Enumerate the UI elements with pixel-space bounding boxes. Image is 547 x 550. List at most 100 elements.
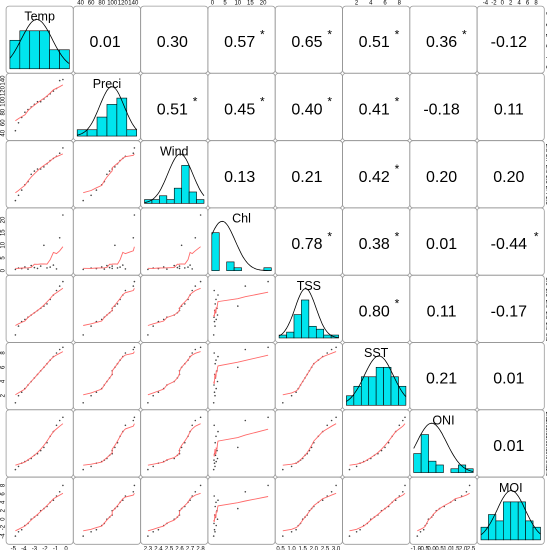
scatter-point [387, 441, 390, 444]
panel-sst-tss [274, 342, 343, 411]
smooth-line [213, 354, 269, 384]
smooth-line [147, 492, 201, 532]
histogram-bar [323, 334, 332, 339]
scatter-point [147, 402, 149, 404]
scatter-point [290, 531, 293, 533]
scatter-point [14, 468, 17, 471]
panel-frame [73, 342, 141, 411]
histogram-bar [233, 267, 242, 271]
tick-label: -1.0 [544, 466, 547, 477]
scatter-point [157, 528, 160, 531]
scatter-point [58, 285, 61, 287]
panel-chl-tss: 0.78 * [274, 207, 343, 276]
scatter-point [58, 348, 61, 351]
panel-wind-sst: 0.42 * [342, 140, 411, 209]
smooth-line [147, 423, 201, 466]
scatter-point [212, 334, 215, 336]
panel-chl-wind [140, 207, 209, 276]
scatter-point [215, 298, 217, 301]
scatter-point [62, 280, 64, 283]
tick-label: 15 [247, 1, 254, 7]
tick-label: 2.7 [544, 154, 547, 163]
variable-label-wind: Wind [160, 144, 189, 158]
scatter-point [244, 285, 247, 287]
scatter-point [27, 268, 29, 270]
panel-frame [140, 476, 209, 545]
density-curve [480, 490, 541, 536]
correlation-value: -0.18 [423, 102, 460, 119]
scatter-point [267, 346, 269, 349]
scatter-point [103, 268, 106, 270]
tick-label: 1.5 [299, 546, 308, 550]
correlation-value: -0.12 [491, 34, 528, 51]
scatter-point [282, 468, 284, 471]
scatter-point [62, 346, 64, 349]
scatter-point [335, 484, 337, 487]
scatter-point [24, 111, 26, 113]
scatter-point [176, 266, 179, 269]
significance-star: * [395, 95, 400, 109]
tick-label: 4 [1, 379, 7, 383]
scatter-point [147, 468, 149, 471]
scatter-point [199, 214, 202, 216]
histogram-bar [383, 366, 392, 406]
panel-oni-preci [73, 409, 141, 478]
scatter-point [217, 294, 219, 296]
scatter-point [191, 268, 193, 270]
scatter-point [213, 289, 215, 292]
scatter-point [147, 334, 149, 336]
tick-label: 3.0 [544, 277, 547, 286]
smooth-line [15, 423, 64, 466]
scatter-point [82, 268, 84, 271]
histogram-bar [181, 165, 190, 204]
smooth-line [15, 351, 64, 396]
scatter-point [82, 468, 84, 471]
histogram-bar [450, 468, 459, 473]
tick-label: 8 [1, 351, 7, 355]
panel-oni-tss [274, 409, 343, 478]
tick-label: -3 [32, 546, 38, 550]
scatter-point [133, 147, 136, 149]
scatter-point [310, 446, 313, 449]
tick-label: 8 [398, 1, 402, 7]
scatter-point [326, 352, 329, 354]
smooth-line [417, 492, 470, 532]
scatter-point [90, 394, 92, 397]
scatter-point [184, 267, 186, 269]
scatter-point [355, 531, 358, 533]
scatter-point [215, 501, 217, 504]
scatter-point [20, 189, 23, 191]
scatter-point [14, 535, 17, 537]
scatter-point [184, 303, 186, 305]
panel-frame [207, 476, 276, 545]
correlation-value: 0.01 [493, 438, 524, 455]
smooth-line [213, 428, 269, 457]
scatter-point [212, 402, 215, 404]
panel-frame [73, 476, 141, 545]
panel-temp-sst: 0.51 * [342, 5, 411, 74]
tick-label: 10 [234, 1, 241, 7]
panel-frame [5, 207, 74, 276]
scatter-point [166, 268, 168, 270]
scatter-point [194, 237, 197, 239]
scatter-point [215, 318, 217, 321]
scatter-point [321, 499, 324, 502]
panel-tss-chl [207, 274, 276, 343]
density-curve [278, 288, 339, 338]
tick-label: 2.0 [544, 420, 547, 429]
scatter-point [468, 484, 471, 487]
tick-label: 140 [128, 1, 139, 7]
significance-star: * [327, 229, 332, 243]
scatter-point [24, 318, 26, 321]
correlation-value: 0.38 [359, 236, 390, 253]
panel-preci-moi: 0.11 [476, 73, 545, 141]
tick-label: 0 [1, 517, 7, 521]
panel-wind-moi: 0.20 [476, 140, 545, 209]
tick-label: 2.5 [544, 175, 547, 184]
panel-frame [207, 342, 276, 411]
tick-label: -2 [42, 546, 48, 550]
scatter-point [124, 495, 127, 497]
scatter-point [178, 267, 181, 270]
tick-label: 2.5 [544, 289, 547, 298]
